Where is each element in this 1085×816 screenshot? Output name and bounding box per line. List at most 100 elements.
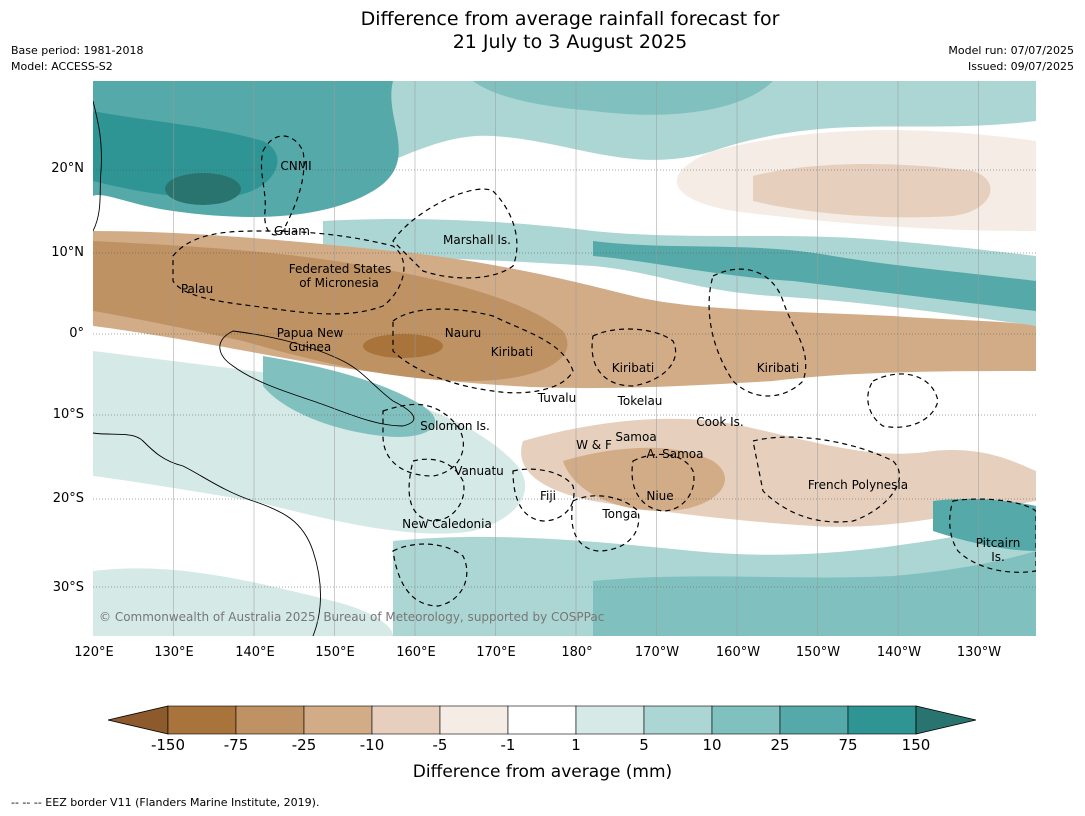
label-solomon-islands: Solomon Is.: [420, 419, 490, 433]
base-period: Base period: 1981-2018: [11, 44, 144, 57]
model-name: Model: ACCESS-S2: [11, 60, 113, 73]
label-samoa: Samoa: [615, 430, 657, 444]
label-french-polynesia: French Polynesia: [807, 478, 909, 492]
colorbar-segment: [575, 705, 645, 735]
map-title: Difference from average rainfall forecas…: [0, 8, 1085, 54]
label-marshall-islands: Marshall Is.: [443, 233, 511, 247]
title-line-2: 21 July to 3 August 2025: [452, 31, 688, 53]
model-run: Model run: 07/07/2025: [948, 44, 1074, 57]
label-tonga: Tonga: [602, 507, 638, 521]
label-pitcairn-line-2: Is.: [991, 550, 1005, 564]
lon-label-140w: 140°W: [876, 645, 922, 660]
label-vanuatu: Vanuatu: [454, 464, 504, 478]
label-wallis-futuna: W & F: [576, 438, 612, 452]
label-american-samoa: A. Samoa: [646, 447, 704, 461]
rain-band-north-dark: [93, 111, 278, 198]
equatorial-dry-mid: [93, 241, 568, 381]
philippines-coast: [93, 100, 102, 232]
new-guinea-coast: [219, 330, 415, 427]
south-west-light: [93, 568, 393, 636]
colorbar-extend-max: [915, 705, 977, 735]
itcz-band-light: [323, 219, 1036, 326]
lat-label-20n: 20°N: [51, 161, 84, 176]
colorbar-tick-label: 10: [702, 736, 722, 754]
colorbar-tick-label: -25: [291, 736, 317, 754]
south-wet-far-east: [933, 498, 1036, 551]
lon-label-150e: 150°E: [315, 645, 355, 660]
lon-label-140e: 140°E: [235, 645, 275, 660]
lon-label-120e: 120°E: [74, 645, 114, 660]
label-cook-islands: Cook Is.: [696, 415, 744, 429]
label-kiribati-central: Kiribati: [611, 361, 655, 375]
colorbar-tick-label: 25: [770, 736, 790, 754]
lon-label-170w: 170°W: [634, 645, 680, 660]
south-wet-east-mid: [593, 551, 1036, 636]
meta-left: Base period: 1981-2018 Model: ACCESS-S2: [11, 43, 143, 75]
eez-borders: [172, 135, 1036, 607]
colorbar-tick-label: 5: [639, 736, 649, 754]
label-png-line-1: Papua New: [276, 326, 344, 340]
lon-label-150w: 150°W: [795, 645, 841, 660]
longitude-gridlines: [173, 81, 979, 636]
colorbar-tick-label: 1: [571, 736, 581, 754]
colorbar-segments: [107, 705, 977, 735]
label-tuvalu: Tuvalu: [537, 391, 577, 405]
australia-coast: [93, 432, 321, 636]
lat-label-10n: 10°N: [51, 245, 84, 260]
meta-right: Model run: 07/07/2025 Issued: 09/07/2025: [948, 43, 1074, 75]
dry-band-north-mid: [753, 164, 991, 218]
lat-label-30s: 30°S: [52, 580, 84, 595]
label-fsm-line-1: Federated States: [288, 262, 392, 276]
label-palau: Palau: [180, 282, 214, 296]
equatorial-dry-core: [363, 334, 443, 358]
lon-label-130w: 130°W: [956, 645, 1002, 660]
label-png-line-2: Guinea: [288, 340, 332, 354]
colorbar-segment: [235, 705, 305, 735]
title-line-1: Difference from average rainfall forecas…: [360, 8, 780, 30]
rainfall-field: [93, 81, 1036, 636]
colorbar-segment: [167, 705, 237, 735]
label-niue: Niue: [646, 489, 674, 503]
label-guam: Guam: [274, 224, 310, 238]
colorbar-tick-label: -75: [223, 736, 249, 754]
south-wet-light: [93, 351, 526, 534]
rain-core-north: [165, 173, 241, 205]
colorbar-segment: [711, 705, 781, 735]
south-wet-mid: [263, 356, 436, 437]
south-dry-mid: [563, 447, 725, 511]
issued-date: Issued: 09/07/2025: [967, 60, 1074, 73]
colorbar-tick-label: 150: [901, 736, 931, 754]
eez-footnote: -- -- -- EEZ border V11 (Flanders Marine…: [11, 796, 320, 809]
lon-label-180: 180°: [561, 645, 593, 660]
colorbar-segment: [847, 705, 917, 735]
lat-label-10s: 10°S: [52, 407, 84, 422]
colorbar-segment: [643, 705, 713, 735]
colorbar-extend-min: [107, 705, 169, 735]
label-new-caledonia: New Caledonia: [402, 517, 492, 531]
colorbar-segment: [371, 705, 441, 735]
itcz-band-mid: [593, 241, 1036, 311]
label-cnmi: CNMI: [280, 159, 312, 173]
colorbar-title: Difference from average (mm): [412, 762, 673, 782]
colorbar-tick-label: -150: [150, 736, 186, 754]
colorbar-tick-label: -5: [432, 736, 448, 754]
colorbar-tick-label: -1: [500, 736, 516, 754]
copyright-notice: © Commonwealth of Australia 2025, Bureau…: [99, 610, 605, 624]
lon-label-160e: 160°E: [396, 645, 436, 660]
label-nauru: Nauru: [444, 326, 482, 340]
colorbar-tick-label: -10: [359, 736, 385, 754]
label-kiribati-west: Kiribati: [490, 345, 534, 359]
colorbar: [107, 705, 977, 735]
colorbar-segment: [507, 705, 577, 735]
label-pitcairn-line-1: Pitcairn: [975, 536, 1021, 550]
rain-band-north-east: [473, 81, 773, 115]
lat-label-equator: 0°: [69, 326, 84, 341]
label-kiribati-east: Kiribati: [756, 361, 800, 375]
colorbar-segment: [779, 705, 849, 735]
latitude-gridlines: [93, 169, 1036, 588]
colorbar-segment: [439, 705, 509, 735]
colorbar-segment: [303, 705, 373, 735]
lat-label-20s: 20°S: [52, 491, 84, 506]
colorbar-tick-label: 75: [838, 736, 858, 754]
lon-label-160w: 160°W: [715, 645, 761, 660]
